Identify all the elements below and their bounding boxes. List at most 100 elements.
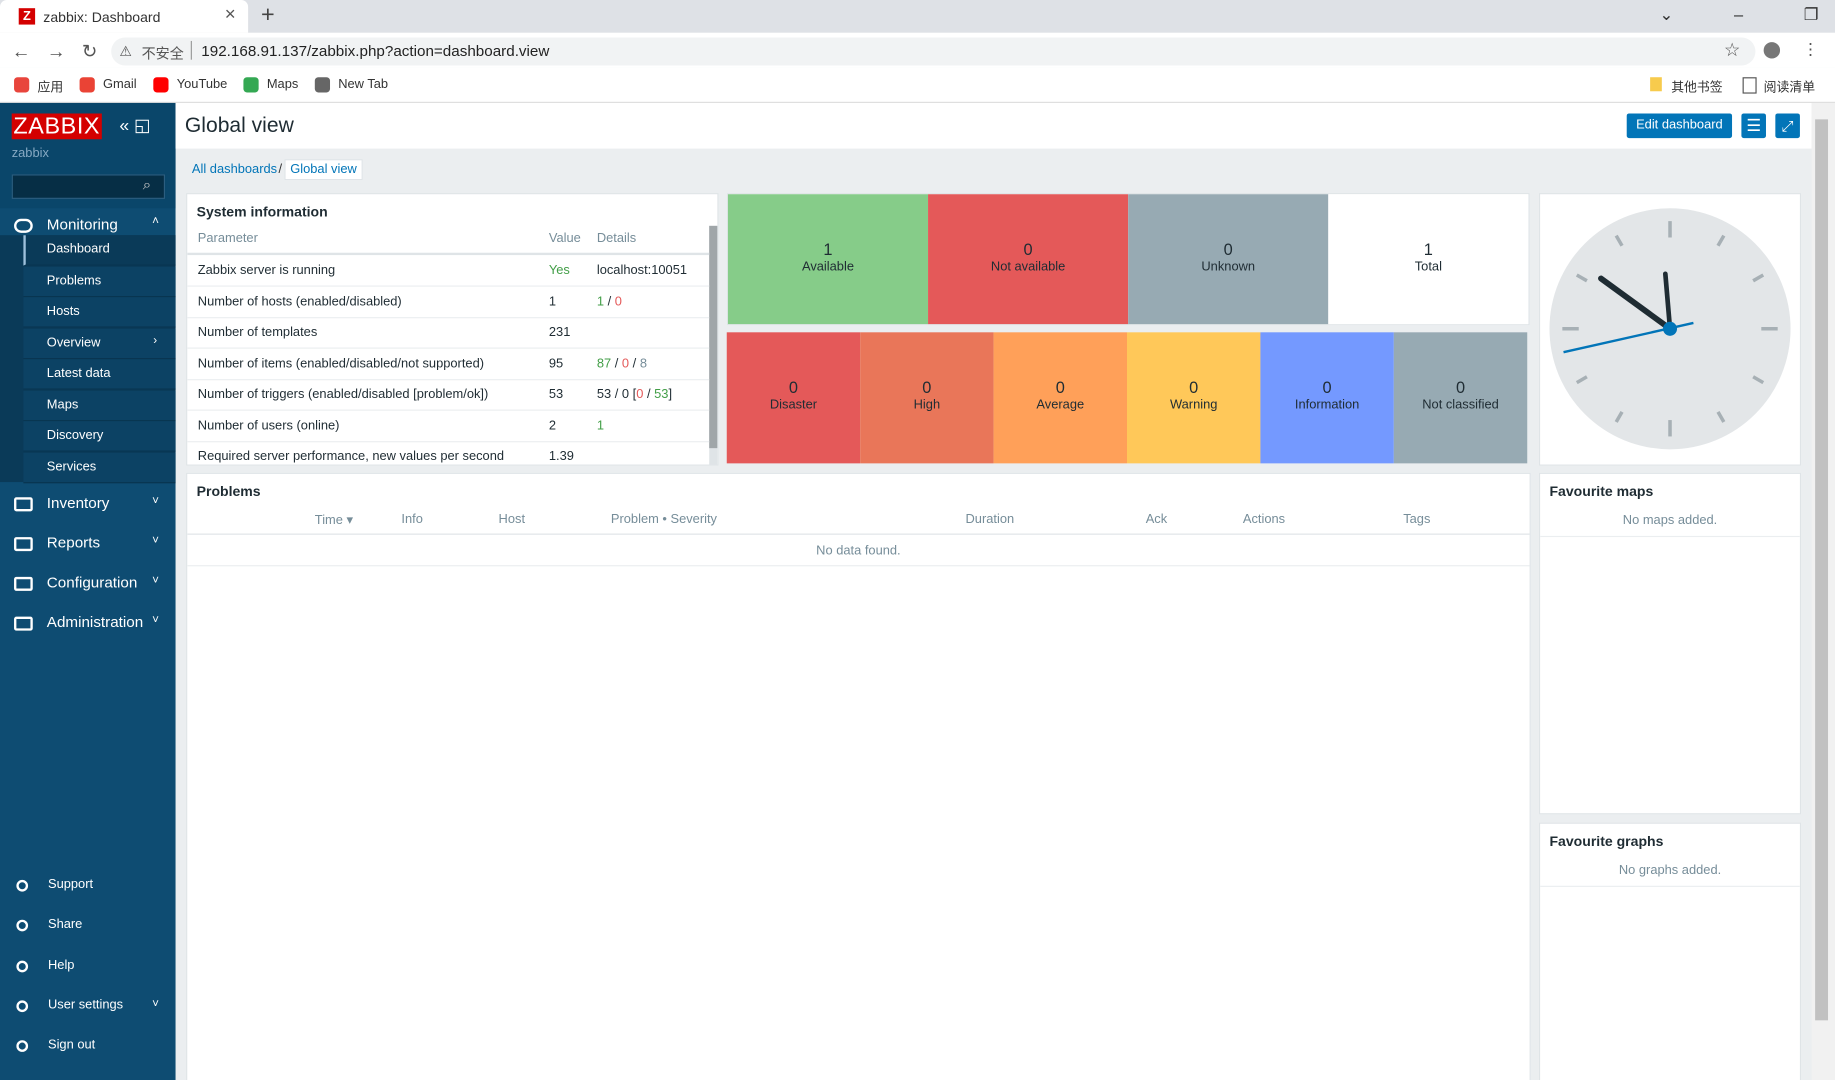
detail-part: 8 [639,356,647,371]
submenu-item[interactable] [23,421,176,452]
url[interactable]: 192.168.91.137/zabbix.php?action=dashboa… [201,42,550,60]
bookmark-icon [153,77,169,93]
actions-button[interactable]: ☰ [1741,113,1766,139]
menu-arrow: ˅ [152,614,159,628]
detail-part: / [629,356,640,371]
clock [1549,208,1791,450]
bookmark-icon [243,77,259,93]
menu-section[interactable]: Reports [46,533,101,552]
status-tile: 0 Warning [1126,332,1261,464]
menu-section[interactable]: Monitoring [46,215,118,233]
detail-part: 0 [621,356,630,371]
scroll-thumb[interactable] [1815,119,1829,1021]
status-tile: 0 Information [1260,332,1394,464]
submenu-item[interactable] [23,452,176,483]
sidebar: ZABBIX « ◱ zabbix ⌕ Monitoring ˄ Dashboard… [0,102,176,1080]
menu[interactable]: ⋮ [1802,39,1819,59]
row-rule [187,565,1530,567]
search-box[interactable] [11,174,166,199]
bookmark-icon [14,77,30,93]
header [175,102,1812,149]
submenu-item[interactable] [23,359,176,390]
menu-icon [14,576,33,591]
column-header[interactable]: Time ▾ [314,513,353,528]
breadcrumb[interactable]: Global view [284,159,363,181]
value: 1.39 [548,449,574,464]
submenu-item[interactable] [23,266,176,297]
submenu-label[interactable]: Hosts [46,304,80,319]
row-rule [187,316,710,318]
submenu-label[interactable]: Dashboard [46,242,110,257]
search-icon[interactable]: ⌕ [142,175,152,194]
column-header: Tags [1403,512,1431,527]
logo[interactable]: ZABBIX [11,113,102,140]
submenu-label[interactable]: Latest data [46,366,111,381]
scroll-thumb[interactable] [709,225,718,449]
submenu-item[interactable] [23,297,176,328]
submenu-label[interactable]: Overview [46,335,101,350]
row-rule [187,409,710,411]
page-title: Global view [184,113,294,137]
bookmark-icon [79,77,95,93]
footer-item[interactable]: Support [47,877,94,892]
favicon: Z [18,8,36,25]
footer-item[interactable]: Help [47,957,75,972]
bookmark[interactable]: Gmail [102,77,137,92]
footer-item[interactable]: Share [47,917,83,932]
fullscreen-button[interactable]: ⤢ [1775,113,1800,139]
menu-section[interactable]: Configuration [46,573,138,591]
edit-dashboard-button[interactable]: Edit dashboard [1626,113,1733,139]
row-rule [1540,885,1800,887]
submenu-item[interactable] [23,390,176,421]
menu-section[interactable]: Administration [46,613,144,631]
parameter: Zabbix server is running [197,263,336,278]
tab-close[interactable]: × [224,4,236,25]
profile[interactable] [1763,42,1781,59]
footer-item[interactable]: User settings [47,997,124,1013]
submenu-label[interactable]: Maps [46,397,79,412]
menu-section[interactable]: Inventory [46,493,110,512]
details: 87 / 0 / 8 [597,356,647,370]
bookmark[interactable]: Maps [266,77,299,92]
star[interactable]: ☆ [1723,40,1741,61]
nav-buttons[interactable]: ←→↻ [11,42,114,63]
tile-count: 0 [1055,377,1065,397]
header-rule [187,533,1530,535]
footer-item[interactable]: Sign out [47,1038,96,1053]
collapse[interactable]: « ◱ [119,115,151,136]
bookmark[interactable]: 应用 [37,80,64,95]
breadcrumb[interactable]: All dashboards [191,162,278,177]
tile-count: 0 [1023,239,1033,259]
submenu-item[interactable] [23,235,176,266]
menu-arrow: ˅ [152,534,159,548]
submenu-label[interactable]: Services [46,459,97,474]
detail-part: 53 / 0 [ [596,387,637,402]
window-controls[interactable]: ⌄ – ❐ ✕ [1659,4,1835,24]
bookmark[interactable]: New Tab [338,77,389,92]
submenu-label[interactable]: Problems [46,273,102,288]
tab-title: zabbix: Dashboard [43,9,161,26]
active-tab[interactable] [0,0,249,33]
clock-tick [1716,234,1726,247]
bookmark[interactable]: 其他书签 [1671,80,1723,95]
submenu-label[interactable]: Discovery [46,428,104,443]
submenu-item[interactable] [23,328,176,359]
value: 53 [548,387,564,402]
problems-widget: Problems No data found. Time ▾ Info Host Pr… [186,472,1531,1080]
omnibox[interactable] [111,37,1756,66]
bookmarks-bar: 应用 Gmail YouTube Maps New Tab 其他书签 阅读清单 [0,67,1835,103]
new-tab[interactable]: + [260,2,275,29]
tile-label: Disaster [769,397,818,412]
bookmark[interactable]: 阅读清单 [1763,80,1816,95]
detail-part: 87 [596,356,612,371]
tile-label: Unknown [1201,259,1256,274]
detail-part: 53 [654,387,669,402]
tile-label: Information [1294,397,1360,412]
value: 231 [548,325,571,340]
tab-strip [0,0,1835,33]
tile-label: Average [1036,397,1085,412]
bookmark[interactable]: YouTube [176,77,228,92]
menu-arrow: ˅ [152,574,159,588]
footer-icon [16,1040,29,1053]
detail-part: / [611,356,622,371]
